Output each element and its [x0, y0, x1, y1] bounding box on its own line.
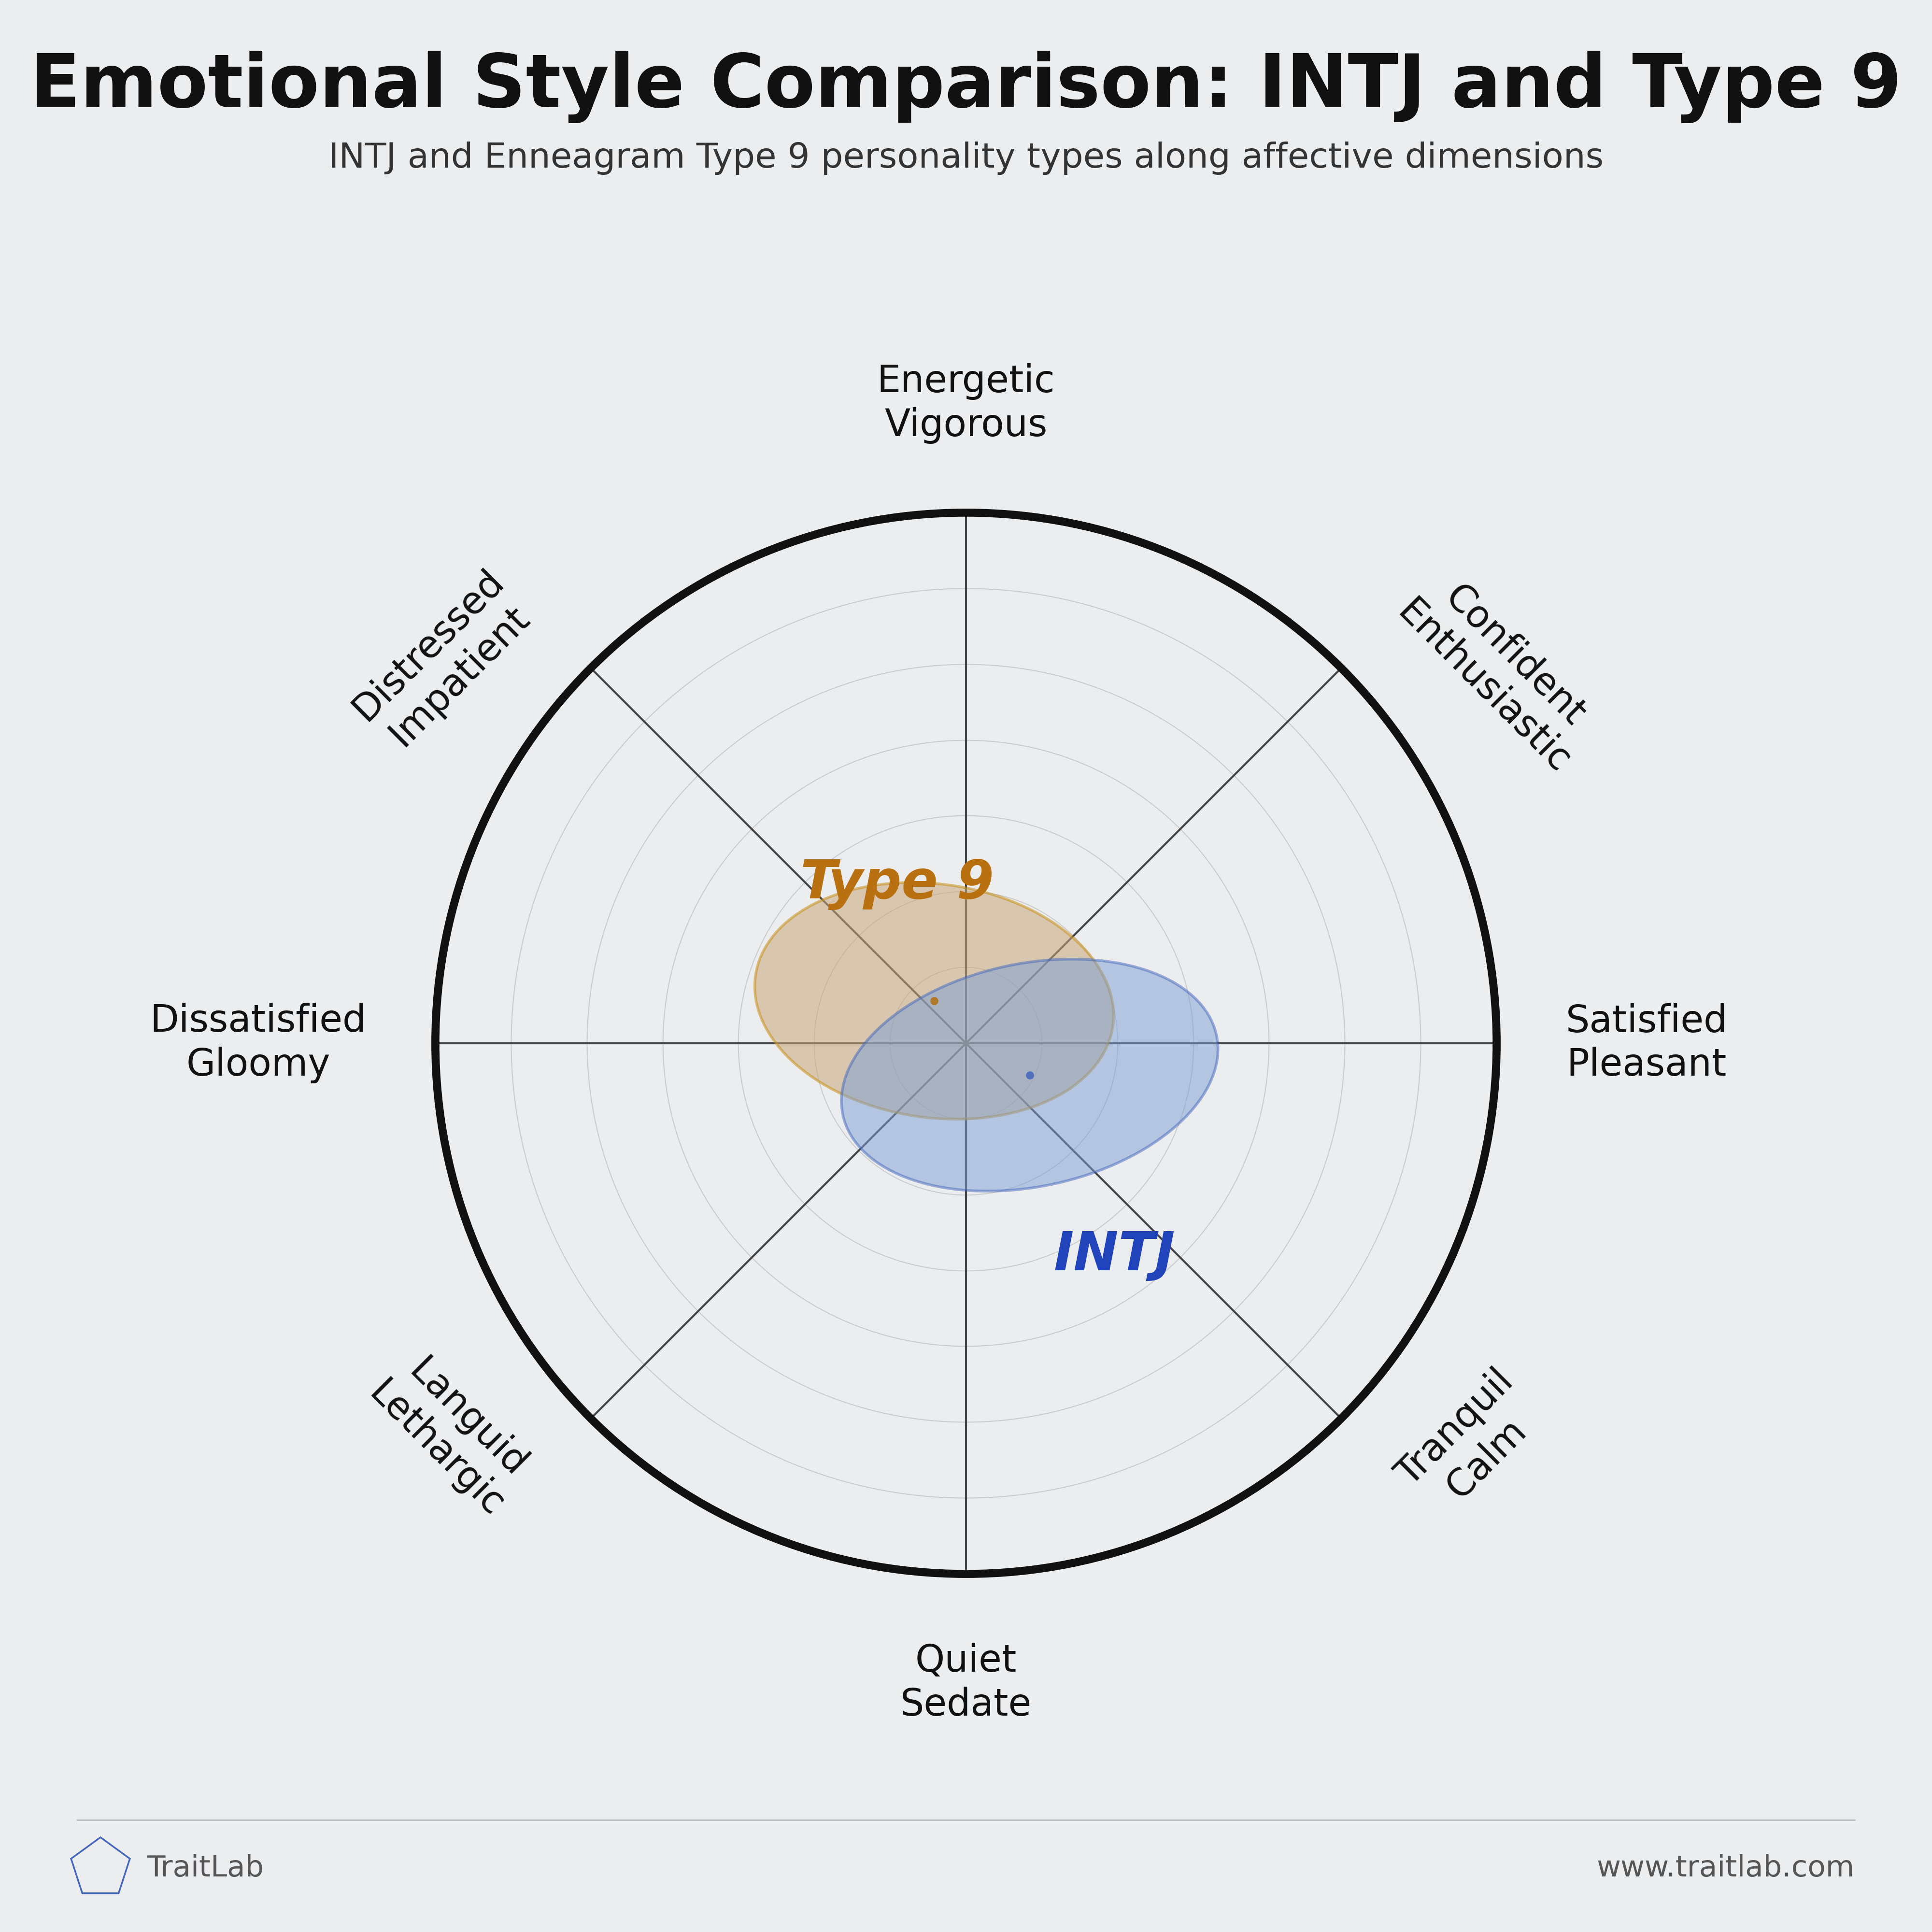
Text: Distressed
Impatient: Distressed Impatient: [346, 562, 543, 759]
Text: Confident
Enthusiastic: Confident Enthusiastic: [1389, 562, 1607, 781]
Text: INTJ: INTJ: [1053, 1229, 1175, 1281]
Point: [1014, 1059, 1045, 1090]
Text: Quiet
Sedate: Quiet Sedate: [900, 1642, 1032, 1723]
Text: Languid
Lethargic: Languid Lethargic: [361, 1345, 543, 1524]
Point: [920, 985, 951, 1016]
Text: Tranquil
Calm: Tranquil Calm: [1389, 1362, 1551, 1524]
Text: www.traitlab.com: www.traitlab.com: [1596, 1855, 1855, 1882]
Text: Energetic
Vigorous: Energetic Vigorous: [877, 363, 1055, 444]
Text: INTJ and Enneagram Type 9 personality types along affective dimensions: INTJ and Enneagram Type 9 personality ty…: [328, 141, 1604, 176]
Text: TraitLab: TraitLab: [147, 1855, 265, 1882]
Text: Emotional Style Comparison: INTJ and Type 9: Emotional Style Comparison: INTJ and Typ…: [31, 50, 1901, 124]
Text: Satisfied
Pleasant: Satisfied Pleasant: [1565, 1003, 1727, 1084]
Text: Dissatisfied
Gloomy: Dissatisfied Gloomy: [151, 1003, 367, 1084]
Ellipse shape: [842, 958, 1217, 1192]
Ellipse shape: [755, 883, 1113, 1119]
Text: Type 9: Type 9: [800, 858, 993, 910]
